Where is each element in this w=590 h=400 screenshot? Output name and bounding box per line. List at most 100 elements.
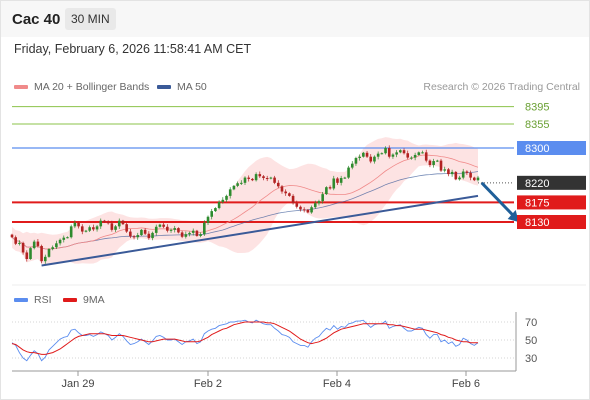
candle-body — [214, 208, 217, 212]
bollinger-bands — [12, 137, 478, 265]
candle-body — [354, 158, 358, 164]
level-label-bg-8220 — [517, 175, 586, 190]
candle-body — [350, 163, 354, 168]
candle-body — [247, 177, 250, 179]
candle-body — [276, 182, 280, 187]
candle-body — [291, 195, 295, 204]
candle-body — [240, 182, 243, 184]
candle-body — [373, 156, 376, 162]
level-label-8175: 8175 — [525, 197, 549, 209]
candle-body — [461, 171, 465, 178]
candle-body — [254, 174, 258, 181]
candle-body — [169, 229, 173, 231]
candle-body — [380, 153, 384, 155]
candle-body — [376, 153, 380, 157]
candle-body — [321, 194, 324, 202]
ma20-line — [11, 154, 479, 250]
candle-body — [313, 203, 317, 208]
candle-body — [436, 160, 439, 162]
level-label-8300: 8300 — [525, 143, 549, 155]
candle-body — [410, 157, 413, 159]
candle-body — [203, 222, 206, 235]
rsi-tick-30: 30 — [525, 353, 537, 365]
legend-ma50-label: MA 50 — [177, 81, 207, 93]
candle-body — [332, 178, 336, 189]
candle-body — [147, 233, 151, 239]
candle-body — [469, 172, 472, 178]
candle-body — [106, 222, 110, 224]
rsi-line — [11, 319, 479, 362]
candle-body — [328, 187, 332, 189]
legend-rsi-ma: 9MA — [63, 294, 105, 306]
x-tick-label: Jan 29 — [61, 378, 94, 390]
candle-body — [58, 239, 62, 244]
candle-body — [84, 230, 88, 232]
candle-body — [302, 209, 306, 211]
candle-body — [262, 176, 265, 179]
candle-body — [143, 229, 147, 234]
candle-body — [310, 207, 313, 213]
candle-body — [40, 245, 43, 262]
x-tick-label: Feb 4 — [323, 378, 351, 390]
rsi-tick-50: 50 — [525, 335, 537, 347]
timeframe-button[interactable]: 30 MIN — [65, 8, 116, 30]
candle-body — [273, 177, 276, 183]
candle-body — [439, 160, 443, 171]
candle-body — [132, 236, 136, 238]
candle-body — [284, 191, 287, 194]
candle-body — [14, 237, 17, 244]
candle-body — [199, 234, 202, 236]
candle-body — [447, 169, 450, 175]
candle-body — [265, 178, 269, 180]
candle-body — [406, 153, 410, 158]
candle-body — [384, 148, 387, 154]
candle-body — [450, 171, 454, 175]
candle-body — [121, 220, 125, 225]
ma20-swatch — [14, 85, 28, 89]
candle-body — [402, 150, 406, 154]
candles — [10, 145, 480, 264]
candle-body — [343, 177, 347, 179]
candle-body — [43, 256, 47, 262]
candle-body — [184, 234, 188, 237]
candle-body — [210, 211, 214, 217]
candle-body — [306, 209, 310, 213]
legend-ma20: MA 20 + Bollinger Bands — [14, 81, 149, 93]
candle-body — [29, 248, 32, 259]
candle-body — [129, 231, 132, 237]
credit-label: Research © 2026 Trading Central — [423, 81, 580, 93]
candle-body — [10, 234, 14, 238]
candle-body — [399, 150, 402, 153]
candle-body — [80, 226, 84, 232]
candle-body — [110, 223, 114, 230]
candle-body — [162, 224, 165, 227]
candle-body — [280, 186, 284, 192]
candle-body — [77, 222, 80, 227]
candle-body — [51, 247, 54, 249]
candle-body — [413, 154, 417, 158]
forecast-arrow — [480, 181, 516, 219]
candle-body — [251, 178, 254, 181]
legend-rsi-label: RSI — [34, 294, 52, 306]
x-tick-label: Feb 2 — [194, 378, 222, 390]
rsi-swatch — [14, 298, 28, 302]
forecast-arrowhead — [507, 210, 519, 222]
level-label-8355: 8355 — [525, 119, 549, 131]
candle-body — [206, 216, 210, 223]
header-bar: Cac 40 30 MIN — [1, 1, 589, 37]
x-tick-label: Feb 6 — [452, 378, 480, 390]
legend-ma20-label: MA 20 + Bollinger Bands — [34, 81, 150, 93]
candle-body — [140, 229, 143, 236]
candle-body — [180, 232, 184, 237]
legend-rsi: RSI — [14, 294, 52, 306]
candle-body — [269, 177, 273, 179]
candle-body — [465, 171, 469, 173]
rsi-ma-swatch — [63, 298, 77, 302]
candle-body — [362, 152, 365, 157]
candle-body — [336, 178, 339, 183]
level-label-8395: 8395 — [525, 102, 549, 114]
candle-body — [188, 232, 191, 235]
candle-body — [154, 226, 158, 233]
candle-body — [428, 160, 432, 165]
